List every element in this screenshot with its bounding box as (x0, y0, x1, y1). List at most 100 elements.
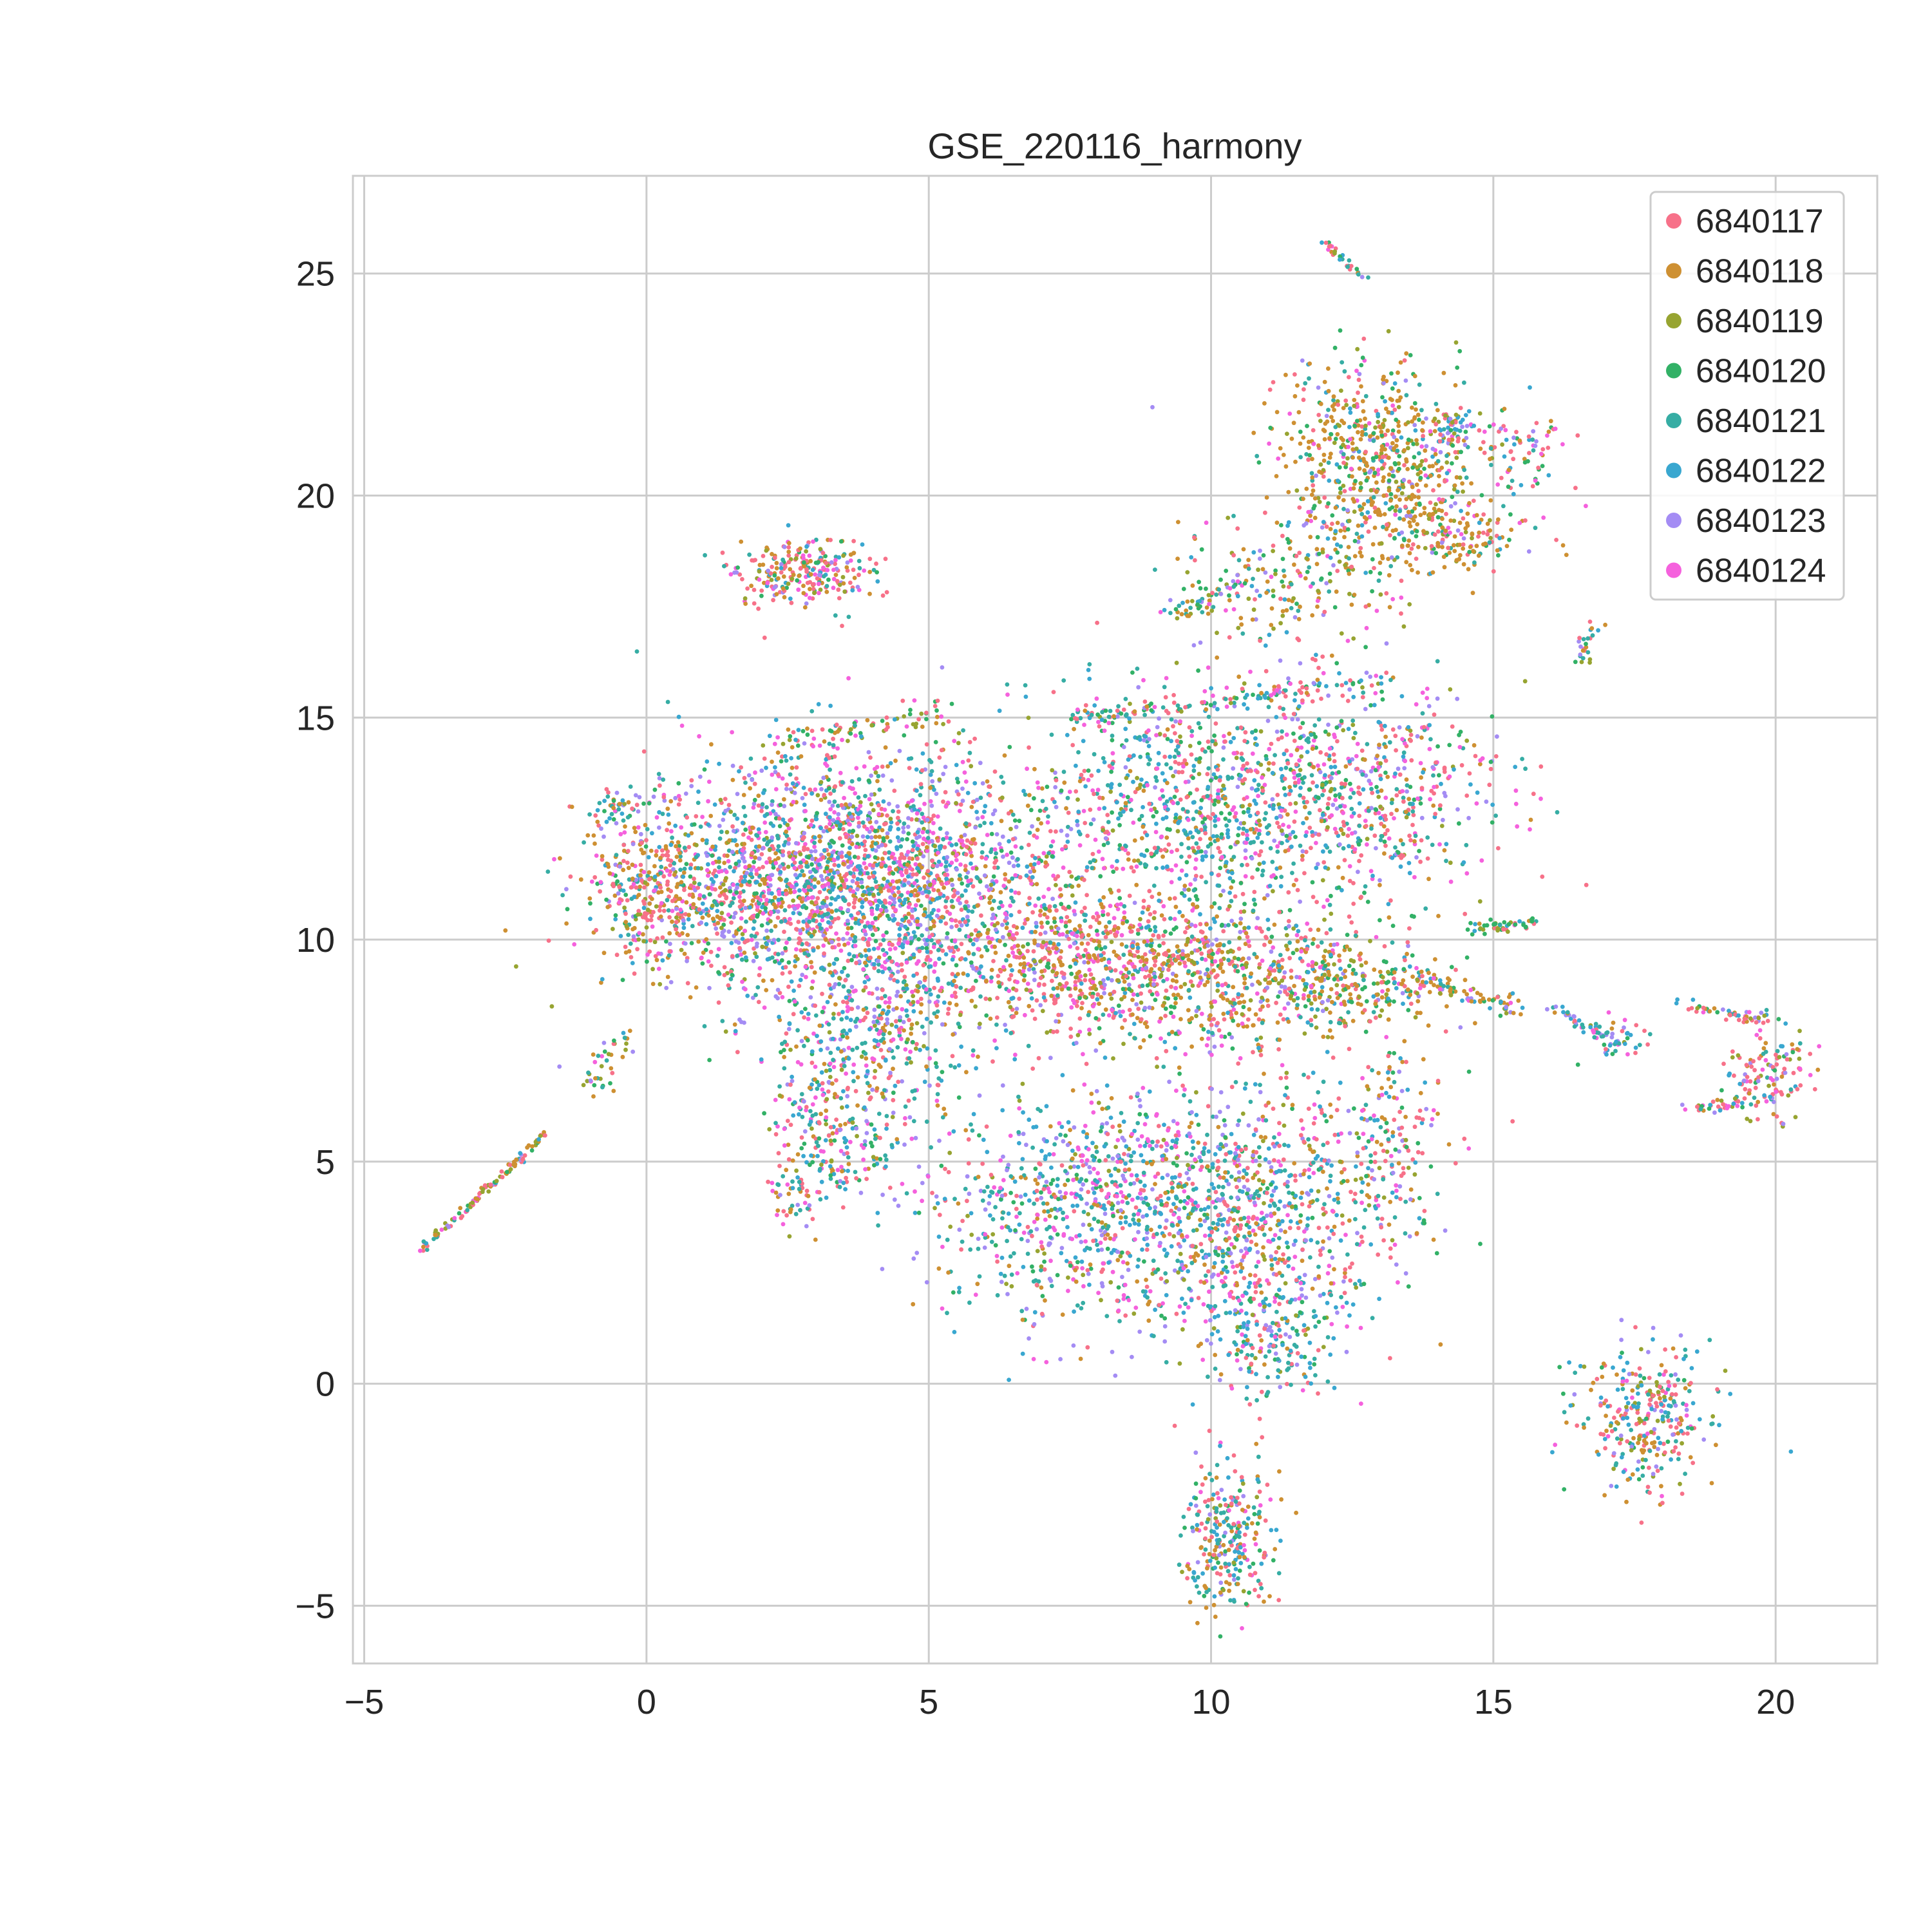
data-point (876, 803, 881, 808)
data-point (1019, 1309, 1025, 1314)
data-point (1350, 723, 1356, 727)
data-point (756, 999, 761, 1005)
data-point (1384, 1035, 1389, 1039)
data-point (1394, 1188, 1399, 1193)
data-point (1243, 730, 1248, 735)
data-point (1144, 1213, 1149, 1218)
data-point (1678, 1481, 1682, 1486)
data-point (1157, 716, 1161, 721)
data-point (1202, 1552, 1206, 1557)
data-point (1236, 674, 1242, 679)
data-point (813, 1237, 818, 1242)
data-point (1245, 1326, 1250, 1331)
data-point (828, 1138, 833, 1143)
data-point (1078, 715, 1083, 721)
data-point (993, 927, 998, 933)
data-point (1345, 638, 1350, 643)
data-point (1008, 1133, 1013, 1138)
data-point (1430, 550, 1435, 555)
data-point (656, 772, 661, 777)
data-point (1178, 1199, 1183, 1204)
data-point (823, 554, 828, 558)
data-point (790, 1158, 795, 1163)
data-point (1388, 533, 1392, 538)
data-point (1357, 858, 1361, 864)
data-point (851, 1062, 857, 1067)
data-point (1210, 1285, 1215, 1289)
data-point (1216, 817, 1221, 822)
data-point (1103, 945, 1108, 950)
data-point (1205, 772, 1210, 777)
data-point (1316, 1320, 1321, 1325)
data-point (701, 950, 706, 955)
data-point (1218, 849, 1222, 855)
data-point (1163, 1014, 1168, 1018)
data-point (1188, 1600, 1193, 1605)
data-point (1099, 1233, 1104, 1238)
data-point (1220, 1223, 1225, 1227)
data-point (871, 808, 876, 813)
data-point (1316, 665, 1321, 670)
data-point (1094, 1150, 1099, 1154)
data-point (1241, 810, 1246, 815)
data-point (1405, 951, 1410, 956)
data-point (775, 836, 781, 841)
data-point (1135, 1195, 1141, 1200)
data-point (1350, 1302, 1356, 1307)
data-point (980, 850, 985, 855)
data-point (905, 1014, 909, 1018)
data-point (1061, 865, 1066, 870)
data-point (1218, 1142, 1224, 1147)
data-point (1117, 1319, 1122, 1323)
data-point (1139, 1196, 1144, 1201)
data-point (1041, 992, 1046, 996)
data-point (1562, 1487, 1567, 1492)
data-point (1245, 761, 1249, 766)
data-point (1465, 511, 1470, 516)
data-point (1302, 1168, 1307, 1173)
data-point (1135, 667, 1140, 671)
data-point (838, 539, 844, 544)
data-point (1236, 1023, 1241, 1028)
data-point (913, 1046, 918, 1051)
data-point (1170, 1186, 1175, 1191)
data-point (873, 848, 878, 853)
data-point (948, 836, 952, 841)
data-point (1676, 1451, 1681, 1456)
data-point (1168, 916, 1173, 921)
data-point (797, 1112, 801, 1117)
data-point (1609, 1484, 1614, 1488)
data-point (1367, 1203, 1372, 1208)
data-point (1190, 835, 1195, 840)
data-point (1187, 897, 1192, 902)
data-point (843, 1122, 848, 1126)
data-point (585, 1079, 590, 1084)
data-point (1572, 1392, 1577, 1397)
data-point (757, 882, 762, 887)
data-point (1050, 1178, 1056, 1182)
data-point (813, 1095, 818, 1100)
data-point (1501, 504, 1506, 509)
data-point (626, 933, 631, 937)
data-point (698, 824, 703, 829)
data-point (1170, 1189, 1175, 1194)
data-point (1364, 670, 1369, 675)
data-point (1300, 959, 1305, 963)
data-point (1252, 1537, 1257, 1541)
data-point (1332, 1132, 1338, 1137)
data-point (1047, 1152, 1052, 1157)
data-point (1222, 1519, 1226, 1524)
data-point (1409, 497, 1414, 502)
data-point (1382, 944, 1387, 949)
data-point (601, 951, 607, 956)
data-point (1656, 1446, 1661, 1452)
data-point (682, 846, 687, 850)
data-point (633, 793, 638, 798)
data-point (1149, 1227, 1153, 1232)
data-point (933, 1206, 937, 1211)
data-point (1113, 968, 1118, 973)
data-point (801, 873, 806, 878)
data-point (1431, 488, 1435, 493)
data-point (1278, 952, 1283, 958)
data-point (1573, 659, 1578, 665)
